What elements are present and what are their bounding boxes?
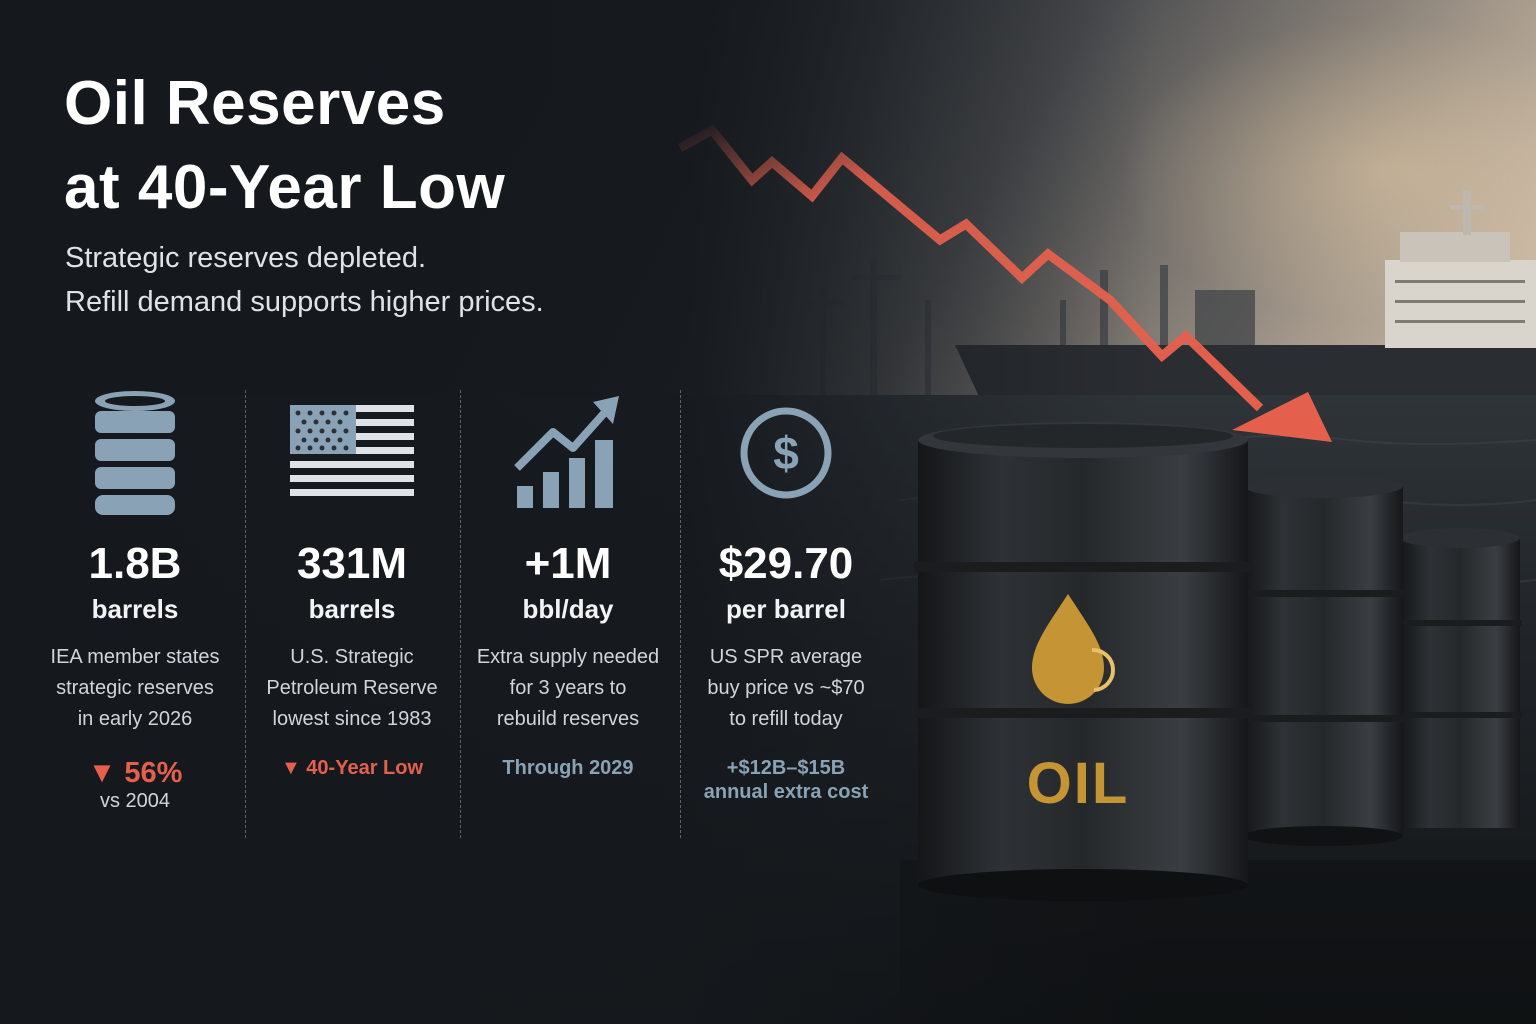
stat-value: 1.8B [88, 539, 182, 588]
oil-barrel-front [914, 422, 1252, 901]
dollar-coin-icon: $ [686, 388, 886, 518]
stat-note: +$12B–$15B annual extra cost [686, 757, 886, 804]
stat-us-spr: 331M barrels U.S. Strategic Petroleum Re… [252, 388, 452, 780]
change-comparison: vs 2004 [99, 790, 171, 812]
change-badge: ▼ 56% [87, 757, 183, 789]
desc-line: US SPR average [709, 646, 863, 668]
desc-line: IEA member states [50, 646, 220, 668]
falling-trend-arrow-icon [677, 124, 1332, 442]
oil-barrel-back [1398, 528, 1522, 828]
title-line-2: at 40-Year Low [64, 153, 506, 222]
desc-line: in early 2026 [77, 708, 193, 730]
desc-line: U.S. Strategic [290, 646, 414, 668]
stat-buy-price: $ $29.70 per barrel US SPR average buy p… [686, 388, 886, 804]
growth-chart-icon [468, 388, 668, 518]
stat-unit: per barrel [726, 594, 846, 624]
stat-description: IEA member states strategic reserves in … [35, 642, 235, 735]
stat-description: U.S. Strategic Petroleum Reserve lowest … [252, 642, 452, 735]
desc-line: for 3 years to [509, 677, 627, 699]
cost-range: +$12B–$15B [726, 757, 846, 779]
desc-line: buy price vs ~$70 [707, 677, 865, 699]
stat-divider [460, 390, 461, 838]
barrel-label: OIL [1026, 751, 1130, 816]
page-title: Oil Reserves at 40-Year Low [64, 62, 505, 230]
change-badge: ▼ 40-Year Low [280, 757, 424, 779]
oil-barrel-icon [35, 388, 235, 518]
us-flag-icon [252, 388, 452, 518]
desc-line: Petroleum Reserve [266, 677, 438, 699]
desc-line: rebuild reserves [496, 708, 640, 730]
desc-line: lowest since 1983 [272, 708, 432, 730]
subtitle-line-1: Strategic reserves depleted. [65, 242, 427, 274]
desc-line: Extra supply needed [476, 646, 660, 668]
desc-line: strategic reserves [56, 677, 214, 699]
stat-note: Through 2029 [468, 757, 668, 780]
subtitle-line-2: Refill demand supports higher prices. [65, 286, 544, 318]
stat-divider [245, 390, 246, 838]
subtitle: Strategic reserves depleted. Refill dema… [65, 236, 544, 324]
stat-value: +1M [524, 539, 612, 588]
stat-value: 331M [296, 539, 408, 588]
stat-iea-reserves: 1.8B barrels IEA member states strategic… [35, 388, 235, 812]
oil-barrel-middle [1241, 474, 1405, 846]
stat-divider [680, 390, 681, 838]
stat-unit: barrels [91, 594, 179, 624]
stat-description: US SPR average buy price vs ~$70 to refi… [686, 642, 886, 735]
stat-note: ▼ 40-Year Low [252, 757, 452, 780]
stat-note: ▼ 56% vs 2004 [35, 757, 235, 812]
stat-value: $29.70 [718, 539, 854, 588]
svg-text:$: $ [773, 427, 799, 479]
title-line-1: Oil Reserves [64, 69, 446, 138]
stat-unit: barrels [308, 594, 396, 624]
desc-line: to refill today [729, 708, 843, 730]
stat-extra-supply: +1M bbl/day Extra supply needed for 3 ye… [468, 388, 668, 780]
stat-description: Extra supply needed for 3 years to rebui… [468, 642, 668, 735]
cost-caption: annual extra cost [703, 781, 869, 803]
timeframe-label: Through 2029 [502, 757, 634, 779]
stat-unit: bbl/day [522, 594, 614, 624]
